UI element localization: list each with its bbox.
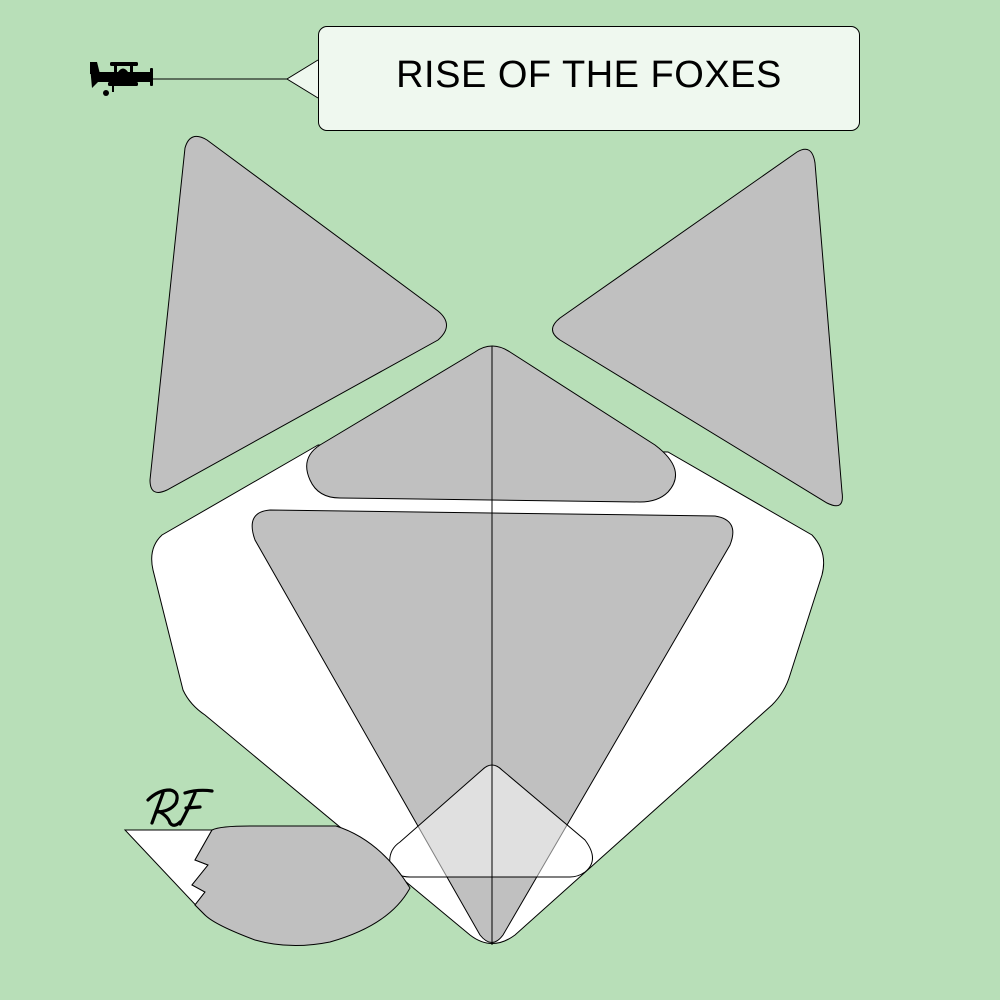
left-ear [149, 135, 447, 493]
biplane-icon [90, 62, 153, 96]
title-banner: RISE OF THE FOXES [318, 26, 860, 131]
forehead [306, 345, 677, 503]
right-ear [552, 148, 843, 507]
banner-pointer [286, 59, 319, 99]
tail [191, 825, 411, 947]
rf-monogram-logo [146, 788, 214, 827]
page-title: RISE OF THE FOXES [396, 54, 782, 96]
